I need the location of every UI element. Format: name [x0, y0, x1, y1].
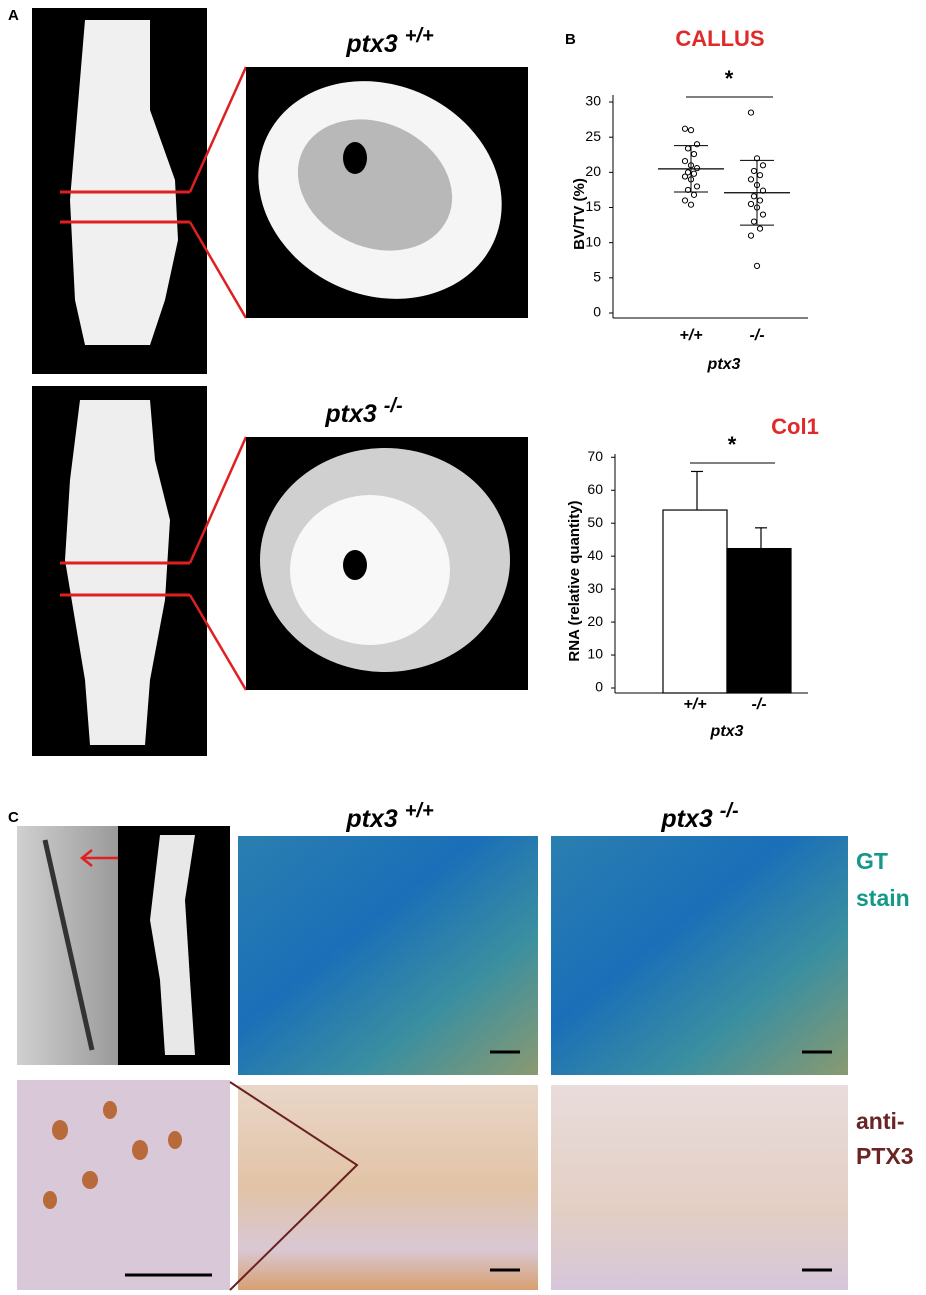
- data-point: [681, 125, 689, 132]
- canal: [343, 550, 367, 580]
- y-tick-label: 50: [587, 514, 603, 530]
- gene-name: ptx3: [660, 805, 713, 833]
- arrow-head: [79, 849, 93, 867]
- data-point: [747, 200, 755, 208]
- data-point: [687, 127, 695, 134]
- y-tick-label: 30: [587, 580, 603, 596]
- pin: [42, 839, 95, 1051]
- significance-label: *: [725, 66, 734, 91]
- y-tick-label: 40: [587, 547, 603, 563]
- y-tick-label: 30: [585, 93, 601, 109]
- connector: [188, 436, 248, 564]
- genotype-title: ptx3 -/-: [324, 395, 403, 427]
- ihc-zoom-image: [17, 1080, 230, 1290]
- data-point: [756, 197, 764, 204]
- y-tick-label: 5: [593, 269, 601, 285]
- ihc-image: [551, 1085, 848, 1290]
- panel-label: B: [565, 31, 576, 48]
- significance-label: *: [728, 432, 737, 457]
- data-point: [684, 145, 692, 152]
- data-point: [693, 165, 701, 172]
- data-point: [750, 167, 758, 175]
- data-point: [750, 193, 758, 200]
- x-axis-label: ptx3: [707, 356, 741, 373]
- data-point: [690, 150, 698, 158]
- bar: [662, 509, 728, 694]
- genotype-title: ptx3 +/+: [345, 800, 434, 832]
- data-point: [759, 211, 767, 218]
- data-point: [756, 225, 764, 232]
- data-point: [759, 162, 767, 169]
- connector: [188, 221, 248, 319]
- data-point: [681, 197, 689, 204]
- chart-title: CALLUS: [675, 26, 764, 51]
- y-tick-label: 10: [585, 233, 601, 249]
- callus: [297, 119, 453, 251]
- y-tick-label: 15: [585, 198, 601, 214]
- bone-shape: [150, 835, 195, 1055]
- gene-name: ptx3: [345, 30, 398, 58]
- bar: [726, 547, 792, 694]
- data-point: [747, 176, 755, 183]
- data-point: [747, 109, 755, 116]
- bone-shape: [70, 20, 178, 345]
- stain-label: stain: [856, 885, 910, 911]
- data-point: [747, 232, 755, 239]
- x-tick-label: +/+: [683, 696, 706, 713]
- gene-name: ptx3: [345, 805, 398, 833]
- data-point: [753, 262, 761, 269]
- stain-label: GT: [856, 848, 888, 874]
- genotype: -/-: [720, 800, 739, 822]
- panel-label: C: [8, 809, 19, 826]
- genotype-title: ptx3 -/-: [660, 800, 739, 832]
- y-tick-label: 0: [595, 679, 603, 695]
- genotype: +/+: [405, 25, 434, 47]
- data-point: [681, 158, 689, 165]
- bone-shape: [65, 400, 170, 745]
- data-point: [690, 170, 698, 177]
- y-axis-label: BV/TV (%): [571, 178, 588, 250]
- stain-label: anti-: [856, 1108, 905, 1134]
- x-axis-label: ptx3: [710, 723, 744, 740]
- x-tick-label: +/+: [679, 327, 702, 344]
- data-point: [681, 173, 689, 180]
- data-point: [687, 201, 695, 208]
- genotype: -/-: [384, 395, 403, 417]
- connector: [188, 594, 248, 691]
- data-point: [750, 218, 758, 225]
- data-point: [693, 183, 701, 190]
- y-tick-label: 0: [593, 304, 601, 320]
- gt-stain-image: [551, 836, 848, 1075]
- genotype-title: ptx3 +/+: [345, 25, 434, 57]
- y-tick-label: 25: [585, 128, 601, 144]
- gene-name: ptx3: [324, 400, 377, 428]
- y-tick-label: 20: [585, 163, 601, 179]
- y-tick-label: 20: [587, 613, 603, 629]
- y-tick-label: 10: [587, 646, 603, 662]
- y-axis-label: RNA (relative quantity): [566, 500, 583, 661]
- chart-title: Col1: [771, 414, 819, 439]
- y-tick-label: 60: [587, 481, 603, 497]
- data-point: [690, 191, 698, 198]
- y-tick-label: 70: [587, 448, 603, 464]
- gt-stain-image: [238, 836, 538, 1075]
- x-tick-label: -/-: [749, 327, 764, 344]
- x-tick-label: -/-: [751, 696, 766, 713]
- data-point: [756, 172, 764, 179]
- stain-label: PTX3: [856, 1143, 914, 1169]
- stained-cells: [43, 1101, 182, 1209]
- marrow: [290, 495, 450, 645]
- zoom-outline: [229, 1081, 359, 1291]
- canal: [343, 142, 367, 174]
- connector: [188, 66, 248, 193]
- genotype: +/+: [405, 800, 434, 822]
- panel-label: A: [8, 7, 19, 24]
